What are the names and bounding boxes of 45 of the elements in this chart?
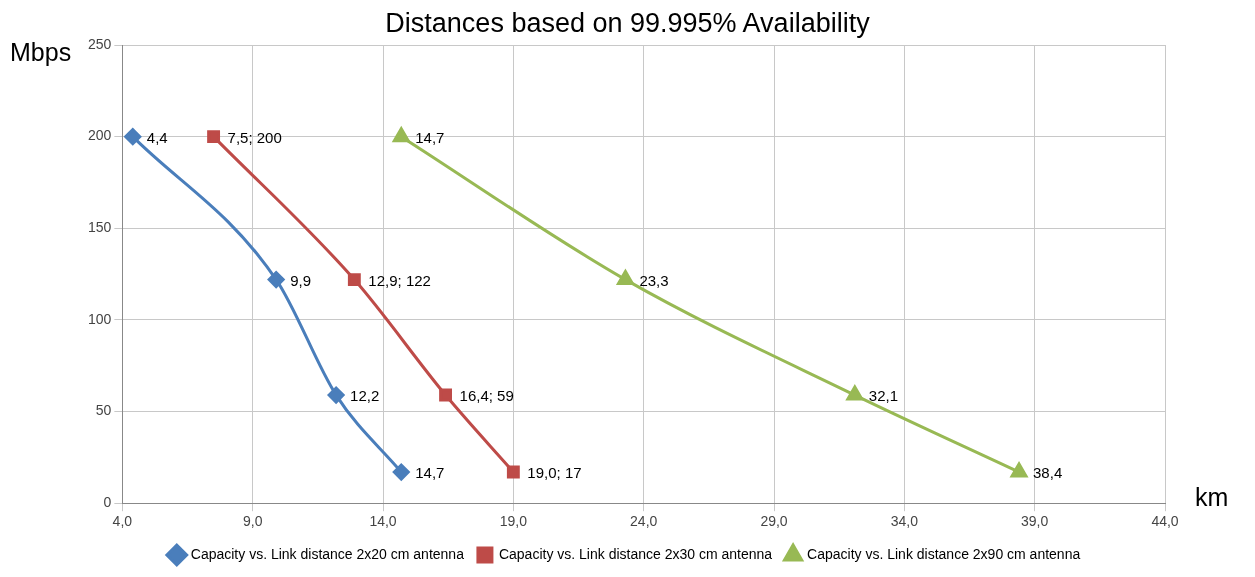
annotation: 14,7 [415, 128, 445, 146]
chart-title: Distances based on 99.995% Availability [385, 8, 870, 38]
legend-label: Capacity vs. Link distance 2x30 cm antenna [498, 545, 773, 562]
x-tick-label: 19,0 [499, 513, 528, 530]
x-tick-label: 39,0 [1021, 513, 1049, 530]
y-tick-label: 50 [95, 402, 112, 419]
annotation: 4,4 [146, 128, 168, 146]
point [617, 270, 634, 286]
annotation: 9,9 [290, 271, 312, 289]
x-axis-title: km [1195, 483, 1229, 512]
point [207, 130, 221, 144]
point [846, 385, 864, 401]
point [1010, 462, 1028, 478]
x-tick-label: 44,0 [1151, 513, 1179, 530]
point [506, 465, 520, 479]
legend-label: Capacity vs. Link distance 2x90 cm antenna [807, 545, 1081, 562]
y-tick-label: 250 [88, 35, 112, 52]
annotation: 12,2 [350, 387, 380, 405]
annotation: 16,4; 59 [459, 387, 514, 405]
annotation: 19,0; 17 [527, 464, 582, 482]
annotation: 7,5; 200 [227, 128, 282, 146]
y-axis-title: Mbps [10, 38, 72, 67]
x-tick-label: 9,0 [242, 513, 263, 530]
annotation: 14,7 [415, 464, 445, 482]
y-tick-label: 0 [103, 494, 112, 511]
x-tick-label: 29,0 [760, 513, 788, 530]
point [327, 386, 345, 404]
point [439, 388, 453, 402]
annotation: 12,9; 122 [368, 271, 431, 289]
point [392, 127, 410, 143]
point [124, 128, 142, 146]
annotation: 32,1 [868, 387, 899, 405]
annotation: 38,4 [1033, 464, 1063, 482]
x-tick-label: 34,0 [890, 513, 919, 530]
x-tick-label: 14,0 [369, 513, 397, 530]
y-tick-label: 100 [88, 310, 112, 327]
x-tick-label: 24,0 [630, 513, 658, 530]
point [392, 463, 410, 481]
y-tick-label: 150 [88, 219, 112, 236]
annotation: 23,3 [639, 271, 669, 289]
legend-label: Capacity vs. Link distance 2x20 cm antenna [190, 545, 465, 562]
x-tick-label: 4,0 [112, 513, 133, 530]
point [267, 271, 285, 289]
y-tick-label: 200 [88, 127, 112, 144]
point [347, 273, 361, 287]
